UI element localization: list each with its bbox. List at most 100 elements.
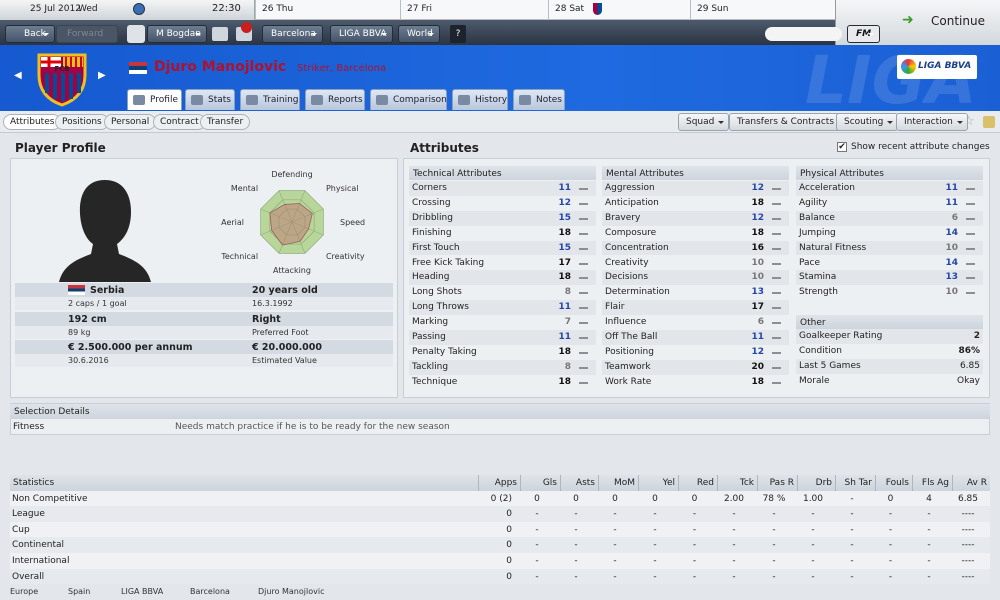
attribute-name: Technique: [412, 376, 458, 387]
date: 25 Jul 2012: [30, 4, 81, 14]
back-button[interactable]: Back: [5, 25, 55, 43]
breadcrumb-item[interactable]: LIGA BBVA: [121, 587, 164, 596]
subtab[interactable]: Contract: [153, 114, 206, 130]
other-value: 86%: [958, 345, 980, 356]
stats-header: Red: [696, 478, 714, 488]
attribute-trend: [579, 188, 588, 190]
world-button[interactable]: World: [398, 25, 440, 43]
continue-button[interactable]: ➜ Continue: [835, 0, 1000, 45]
crest-text: FCB: [54, 65, 69, 73]
attribute-trend: [579, 322, 588, 325]
breadcrumb-item[interactable]: Barcelona: [190, 587, 230, 596]
attribute-trend: [966, 188, 975, 190]
stats-col-divider: [912, 475, 913, 491]
home-icon[interactable]: [127, 25, 145, 43]
attribute-name: Free Kick Taking: [412, 257, 485, 268]
tab[interactable]: Profile: [127, 89, 182, 110]
subtab[interactable]: Attributes: [3, 114, 62, 130]
attribute-row: [796, 181, 983, 196]
stats-header: MoM: [613, 478, 635, 488]
attribute-name: Long Throws: [412, 302, 469, 313]
mail-icon[interactable]: [212, 27, 228, 41]
tab[interactable]: Reports: [305, 89, 365, 110]
stats-cell: -: [772, 571, 776, 582]
attribute-trend: [772, 337, 781, 339]
stats-cell: -: [732, 540, 736, 551]
attribute-trend: [772, 351, 781, 354]
attribute-name: Teamwork: [605, 361, 651, 372]
tab[interactable]: Notes: [513, 89, 565, 110]
attribute-row: [602, 359, 789, 375]
attribute-row: [602, 195, 789, 211]
tab[interactable]: Training: [240, 89, 300, 110]
attribute-value: 18: [751, 227, 764, 238]
manager-button[interactable]: M Bogdan: [147, 25, 207, 43]
calendar-day: 29 Sun: [697, 4, 729, 14]
info-main: 20 years old: [252, 285, 318, 296]
attribute-value: 6: [757, 317, 764, 328]
attribute-trend: [966, 247, 975, 250]
ball-icon: [133, 3, 145, 15]
show-changes-checkbox[interactable]: ✔: [837, 142, 847, 152]
stats-cell: -: [613, 540, 617, 551]
calendar-divider: [400, 0, 401, 20]
tab-icon: [133, 95, 145, 105]
breadcrumb-item[interactable]: Europe: [10, 587, 39, 596]
continue-arrow: ➜: [902, 12, 914, 28]
action-button[interactable]: Transfers & Contracts: [729, 113, 850, 131]
stats-cell: -: [927, 524, 931, 535]
attribute-row: [796, 285, 983, 301]
attribute-name: Balance: [799, 212, 835, 223]
favourite-star[interactable]: ☆: [963, 114, 975, 129]
tab[interactable]: Comparison: [370, 89, 447, 110]
attribute-row: [409, 195, 596, 211]
logo-text: LIGA BBVA: [918, 61, 972, 71]
attribute-value: 11: [751, 332, 764, 342]
attribute-group-title: Technical Attributes: [413, 169, 502, 179]
help-button[interactable]: ?: [450, 25, 466, 43]
attribute-name: Corners: [412, 183, 447, 193]
help-label: ?: [455, 29, 461, 39]
stats-cell: -: [811, 509, 815, 520]
club-button[interactable]: Barcelona: [262, 25, 323, 43]
action-button[interactable]: Scouting: [836, 113, 899, 131]
calendar-divider: [548, 0, 549, 20]
subtab[interactable]: Positions: [55, 114, 109, 130]
action-button[interactable]: Interaction: [896, 113, 968, 131]
next-arrow[interactable]: ▶: [98, 70, 106, 81]
forward-button[interactable]: Forward: [56, 25, 118, 43]
attribute-value: 12: [751, 346, 764, 357]
calendar-strip: [255, 0, 835, 20]
nationality-flag: [129, 62, 147, 74]
action-button[interactable]: Squad: [678, 113, 730, 131]
stats-col-divider: [560, 475, 561, 491]
info-sub: 16.3.1992: [252, 299, 293, 308]
attribute-trend: [772, 277, 781, 280]
subtab[interactable]: Personal: [104, 114, 157, 130]
fm-button[interactable]: FM: [847, 25, 880, 43]
tab[interactable]: History: [452, 89, 508, 110]
radar-spoke: [291, 221, 324, 236]
info-band: [15, 312, 393, 326]
prev-arrow[interactable]: ◀: [14, 70, 22, 81]
league-button[interactable]: LIGA BBVA: [330, 25, 393, 43]
stats-cell: -: [692, 571, 697, 582]
attribute-trend: [966, 232, 975, 235]
radar-label: Technical: [220, 252, 258, 261]
attribute-row: [796, 270, 983, 286]
attribute-row: [409, 181, 596, 196]
breadcrumb-item[interactable]: Spain: [68, 587, 91, 596]
attribute-trend: [772, 262, 781, 265]
tab[interactable]: Stats: [185, 89, 235, 110]
breadcrumb-item[interactable]: Djuro Manojlovic: [258, 587, 325, 596]
manager-label: M Bogdan: [156, 29, 201, 39]
add-icon[interactable]: [983, 116, 995, 128]
search-field[interactable]: [765, 27, 842, 41]
attribute-name: Crossing: [412, 197, 451, 208]
attribute-name: Concentration: [605, 242, 669, 253]
header-watermark: LIGA: [805, 42, 977, 119]
stats-row: [10, 506, 990, 522]
attribute-row: [602, 210, 789, 226]
attribute-trend: [772, 381, 781, 384]
subtab[interactable]: Transfer: [200, 114, 251, 130]
